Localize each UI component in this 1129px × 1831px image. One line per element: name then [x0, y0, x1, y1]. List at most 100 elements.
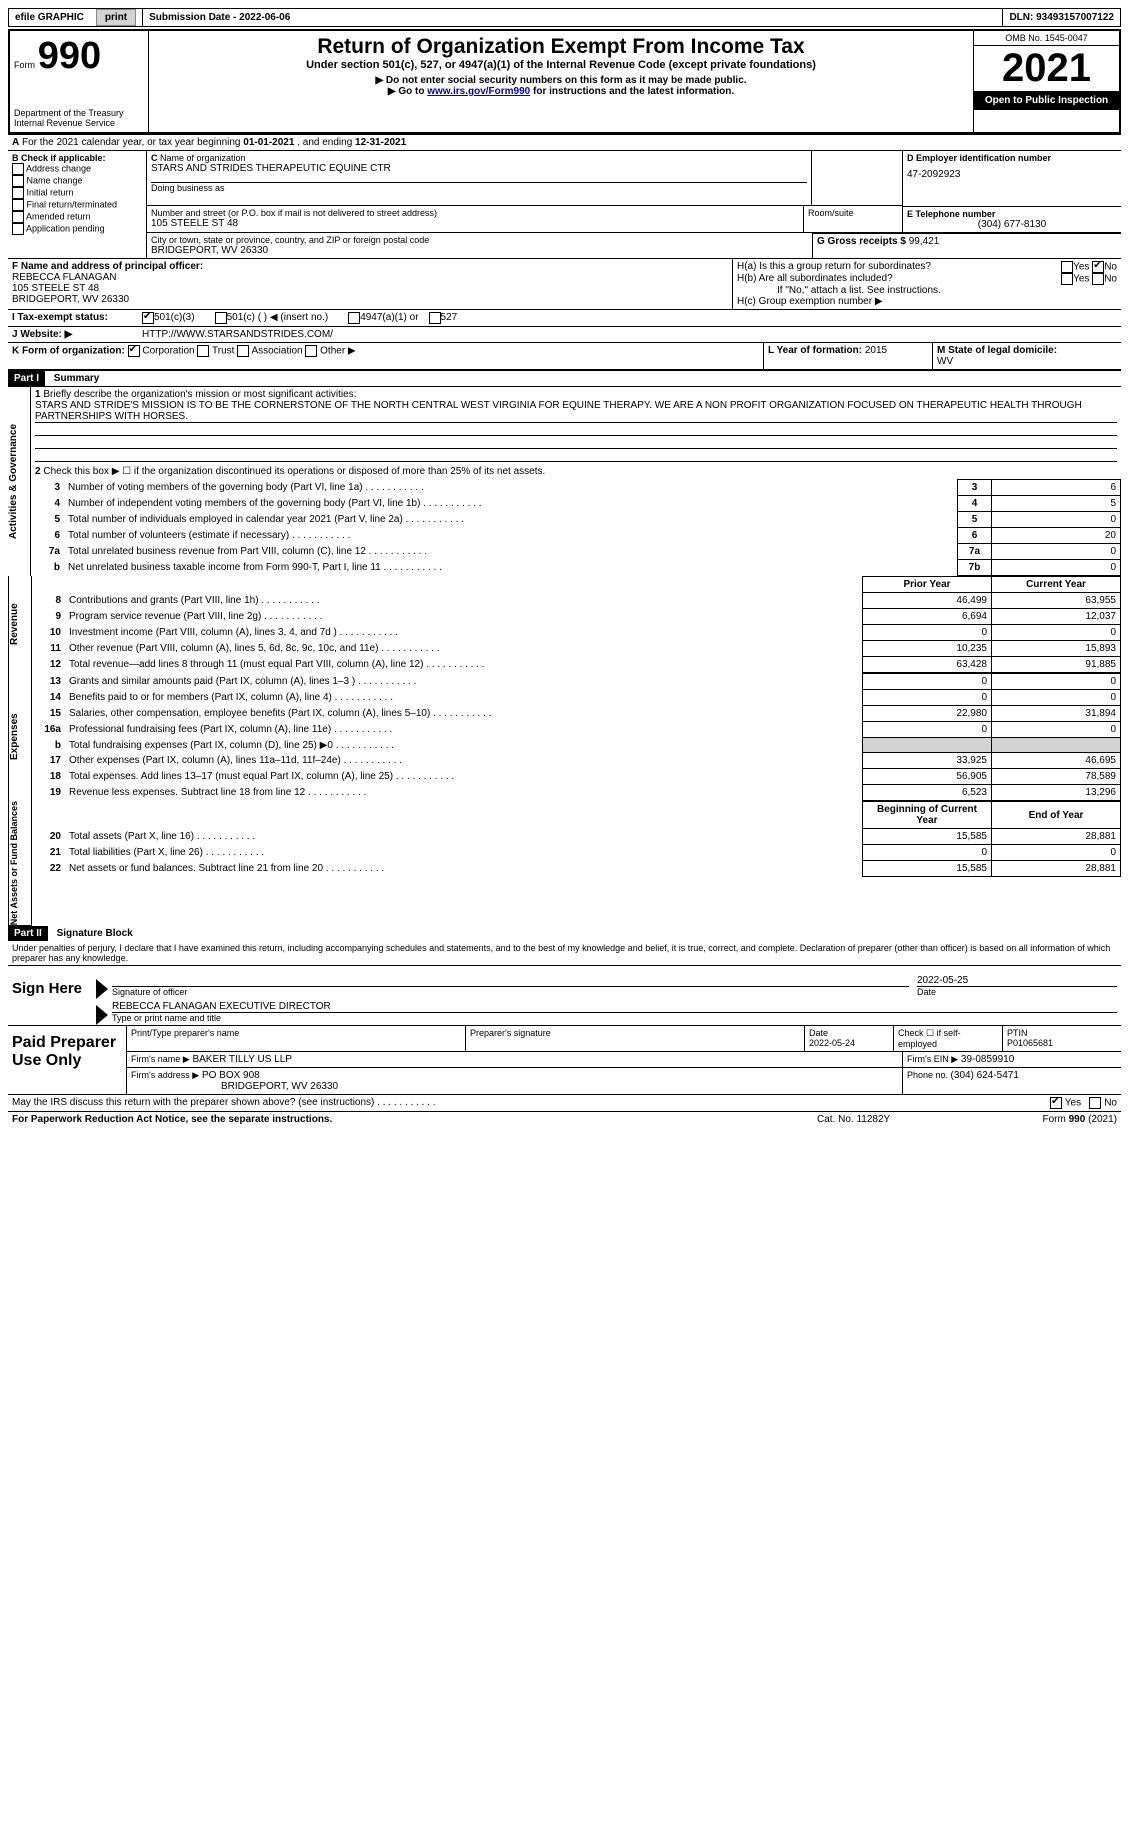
- 501c-checkbox[interactable]: [215, 312, 227, 324]
- gross-receipts: 99,421: [909, 236, 940, 247]
- discuss-no-checkbox[interactable]: [1089, 1097, 1101, 1109]
- c-name-label: Name of organization: [160, 153, 246, 163]
- table-row: 17 Other expenses (Part IX, column (A), …: [32, 753, 1121, 769]
- l-val: 2015: [865, 345, 887, 356]
- k-label: K Form of organization:: [12, 346, 125, 357]
- 4947-checkbox[interactable]: [348, 312, 360, 324]
- name-change-checkbox[interactable]: [12, 175, 24, 187]
- opt-name: Name change: [27, 175, 83, 185]
- table-row: 21 Total liabilities (Part X, line 26) 0…: [32, 845, 1121, 861]
- i-o3: 4947(a)(1) or: [360, 312, 418, 324]
- discuss-yes: Yes: [1065, 1098, 1081, 1109]
- k-o3: Association: [251, 346, 302, 357]
- table-row: 9 Program service revenue (Part VIII, li…: [32, 609, 1121, 625]
- discuss-yes-checkbox[interactable]: [1050, 1097, 1062, 1109]
- revenue-block: Revenue Prior YearCurrent Year8 Contribu…: [8, 576, 1121, 673]
- ha-no-checkbox[interactable]: [1092, 261, 1104, 273]
- app-pending-checkbox[interactable]: [12, 223, 24, 235]
- k-o2: Trust: [212, 346, 234, 357]
- line-i: I Tax-exempt status: 501(c)(3) 501(c) ( …: [8, 309, 1121, 326]
- ty-end: 12-31-2021: [355, 137, 406, 148]
- l1-label: Briefly describe the organization's miss…: [43, 389, 356, 400]
- irs-label: Internal Revenue Service: [14, 118, 144, 128]
- form-title: Return of Organization Exempt From Incom…: [153, 35, 969, 59]
- form-header: Form 990 Department of the Treasury Inte…: [8, 29, 1121, 134]
- org-info-block: B Check if applicable: Address change Na…: [8, 150, 1121, 258]
- other-checkbox[interactable]: [305, 345, 317, 357]
- opt-amend: Amended return: [26, 211, 91, 221]
- table-row: b Net unrelated business taxable income …: [31, 560, 1121, 576]
- line-b-label: B Check if applicable:: [12, 153, 142, 163]
- sig-arrow-icon: [96, 979, 108, 999]
- table-row: 6 Total number of volunteers (estimate i…: [31, 528, 1121, 544]
- firm-phone-label: Phone no.: [907, 1070, 951, 1080]
- hb-yes-checkbox[interactable]: [1061, 273, 1073, 285]
- final-checkbox[interactable]: [12, 199, 24, 211]
- assoc-checkbox[interactable]: [237, 345, 249, 357]
- sig-date-val: 2022-05-25: [917, 975, 1117, 987]
- i-o1: 501(c)(3): [154, 312, 195, 324]
- i-label: I Tax-exempt status:: [12, 312, 142, 324]
- form-label: Form: [14, 60, 35, 70]
- footer: For Paperwork Reduction Act Notice, see …: [8, 1112, 1121, 1127]
- opt-app: Application pending: [26, 223, 105, 233]
- klm-block: K Form of organization: Corporation Trus…: [8, 342, 1121, 370]
- table-row: 18 Total expenses. Add lines 13–17 (must…: [32, 769, 1121, 785]
- addr-change-checkbox[interactable]: [12, 163, 24, 175]
- 501c3-checkbox[interactable]: [142, 312, 154, 324]
- ha-label: H(a) Is this a group return for subordin…: [737, 261, 1061, 273]
- firm-phone: (304) 624-5471: [951, 1070, 1019, 1081]
- irs-link[interactable]: www.irs.gov/Form990: [427, 86, 530, 97]
- corp-checkbox[interactable]: [128, 345, 140, 357]
- org-name: STARS AND STRIDES THERAPEUTIC EQUINE CTR: [151, 163, 807, 174]
- firm-name: BAKER TILLY US LLP: [192, 1054, 292, 1065]
- sig-date-label: Date: [917, 987, 1117, 997]
- sign-here-block: Sign Here Signature of officer 2022-05-2…: [8, 965, 1121, 1026]
- ha-yes-checkbox[interactable]: [1061, 261, 1073, 273]
- i-o2: 501(c) ( ) ◀ (insert no.): [227, 312, 329, 324]
- amended-checkbox[interactable]: [12, 211, 24, 223]
- 527-checkbox[interactable]: [429, 312, 441, 324]
- table-row: Beginning of Current YearEnd of Year: [32, 802, 1121, 829]
- i-o4: 527: [441, 312, 458, 324]
- form-number: 990: [38, 35, 101, 77]
- k-o1: Corporation: [142, 346, 194, 357]
- firm-ein: 39-0859910: [961, 1054, 1014, 1065]
- table-row: 5 Total number of individuals employed i…: [31, 512, 1121, 528]
- table-row: 7a Total unrelated business revenue from…: [31, 544, 1121, 560]
- note-goto-pre: ▶ Go to: [388, 86, 427, 97]
- part2-header: Part II Signature Block: [8, 926, 1121, 941]
- sig-arrow-icon-2: [96, 1005, 108, 1025]
- sub-date-label: Submission Date -: [149, 12, 239, 23]
- street-addr: 105 STEELE ST 48: [151, 218, 799, 229]
- part2-label: Part II: [8, 926, 48, 941]
- officer-name-title: REBECCA FLANAGAN EXECUTIVE DIRECTOR: [112, 1001, 1117, 1013]
- room-label: Room/suite: [804, 206, 903, 232]
- omb-number: OMB No. 1545-0047: [974, 31, 1119, 46]
- discuss-text: May the IRS discuss this return with the…: [12, 1097, 1050, 1109]
- website-value: HTTP://WWW.STARSANDSTRIDES.COM/: [142, 329, 333, 340]
- firm-ein-label: Firm's EIN ▶: [907, 1054, 958, 1064]
- trust-checkbox[interactable]: [197, 345, 209, 357]
- print-button[interactable]: print: [96, 9, 136, 26]
- f-label: F Name and address of principal officer:: [12, 261, 728, 272]
- hb-label: H(b) Are all subordinates included?: [737, 273, 1061, 285]
- footer-left: For Paperwork Reduction Act Notice, see …: [12, 1114, 817, 1125]
- side-activities: Activities & Governance: [8, 387, 30, 576]
- initial-checkbox[interactable]: [12, 187, 24, 199]
- hb-no: No: [1104, 274, 1117, 285]
- sign-here-label: Sign Here: [8, 966, 96, 1025]
- mission-text: STARS AND STRIDE'S MISSION IS TO BE THE …: [35, 400, 1117, 423]
- m-val: WV: [937, 356, 1117, 367]
- table-row: 16a Professional fundraising fees (Part …: [32, 722, 1121, 738]
- side-revenue: Revenue: [9, 576, 31, 673]
- side-netassets: Net Assets or Fund Balances: [9, 801, 31, 925]
- open-inspection: Open to Public Inspection: [974, 91, 1119, 110]
- name-title-label: Type or print name and title: [112, 1013, 1117, 1023]
- pp-check: Check ☐ if self-employed: [894, 1026, 1003, 1051]
- ptin-val: P01065681: [1007, 1038, 1053, 1048]
- hb-no-checkbox[interactable]: [1092, 273, 1104, 285]
- discuss-no: No: [1104, 1098, 1117, 1109]
- ptin-label: PTIN: [1007, 1028, 1028, 1038]
- hb-yes: Yes: [1073, 274, 1089, 285]
